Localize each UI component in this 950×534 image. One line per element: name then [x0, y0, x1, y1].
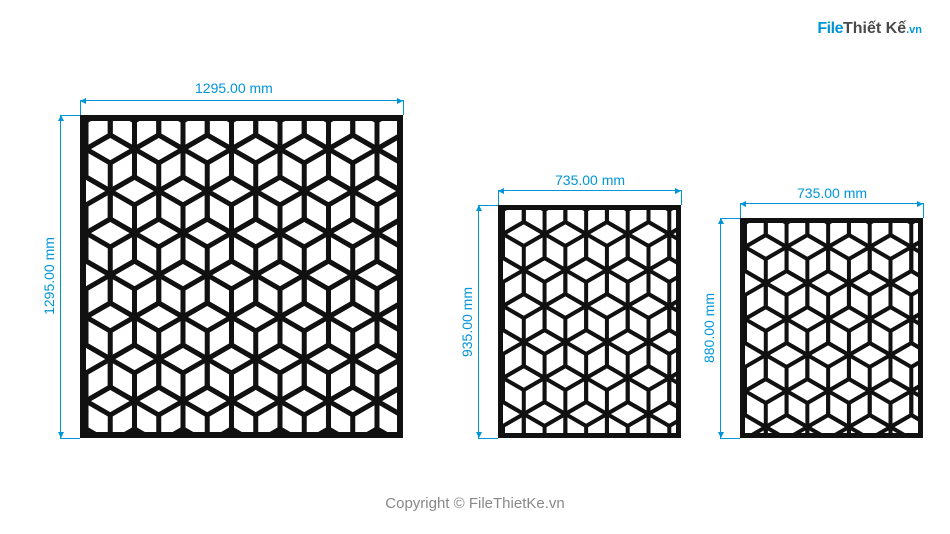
panel-1 — [80, 115, 403, 438]
copyright-text: Copyright © FileThietKe.vn — [385, 495, 564, 512]
dim-ext — [720, 438, 740, 439]
dim-line — [498, 190, 681, 191]
panel-2 — [498, 205, 681, 438]
hex-pattern — [86, 121, 397, 432]
dim-ext — [403, 100, 404, 115]
dim-ext — [923, 203, 924, 218]
panel3-width-label: 735.00 mm — [797, 185, 867, 201]
logo-ke: Kế — [886, 20, 906, 37]
dim-line — [740, 203, 923, 204]
panel1-width-label: 1295.00 mm — [195, 80, 273, 96]
dim-line — [80, 100, 403, 101]
logo-thiet: Thiết — [843, 20, 886, 37]
panel1-height-label: 1295.00 mm — [41, 237, 57, 315]
panel-3 — [740, 218, 923, 438]
logo-vn: .vn — [906, 24, 922, 36]
logo-file: File — [817, 20, 843, 37]
panel3-height-label: 880.00 mm — [701, 293, 717, 363]
dim-line — [720, 218, 721, 438]
dim-ext — [478, 438, 498, 439]
dim-ext — [60, 438, 80, 439]
hex-pattern — [503, 210, 676, 433]
logo: FileThiết Kế.vn — [817, 20, 922, 38]
hex-pattern — [745, 223, 918, 433]
dim-ext — [681, 190, 682, 205]
panel2-width-label: 735.00 mm — [555, 172, 625, 188]
dim-line — [60, 115, 61, 438]
dim-line — [478, 205, 479, 438]
panel2-height-label: 935.00 mm — [459, 287, 475, 357]
